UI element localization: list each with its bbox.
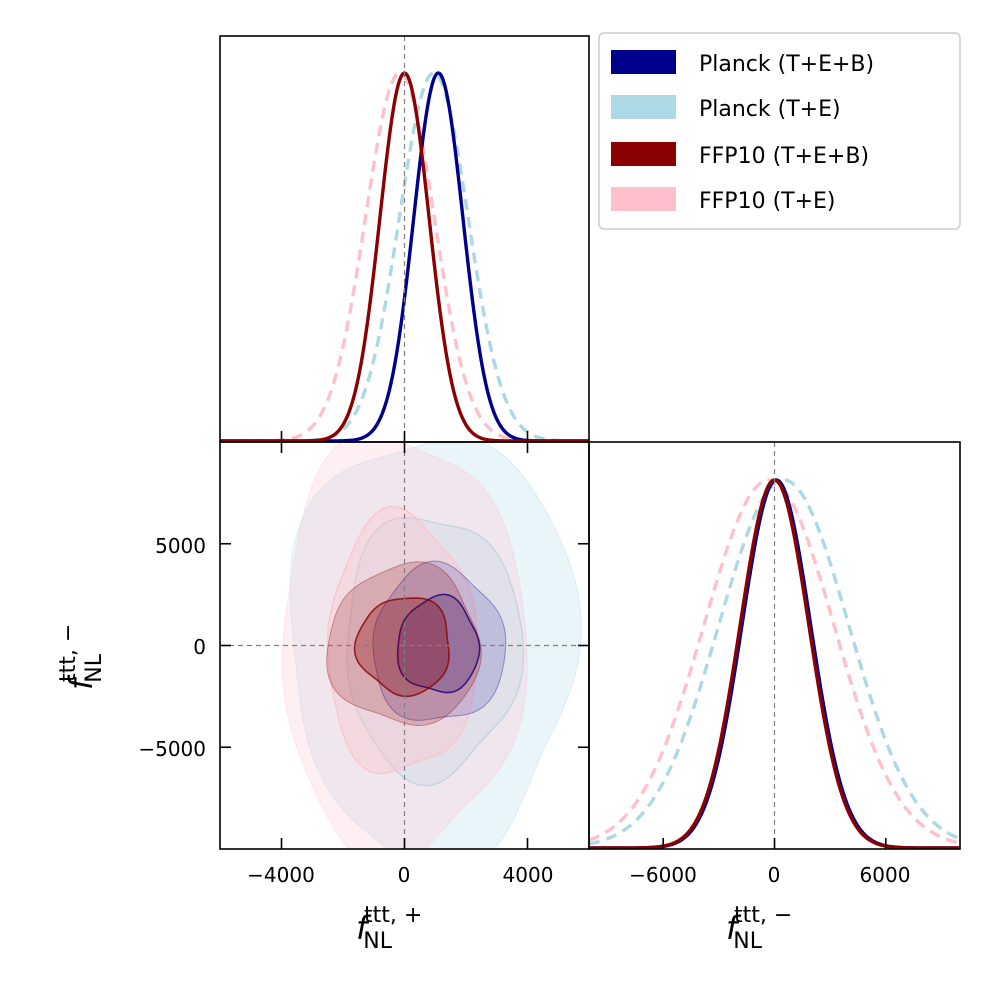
y-tick-label-2: −5000 [138, 737, 206, 761]
marginal-minus-panel [589, 442, 960, 849]
x-axis-label-plus: fNLttt, + [356, 903, 422, 954]
x-minus-tick-label-2: 6000 [860, 863, 911, 887]
x-plus-tick-label-1: 0 [398, 863, 411, 887]
contour-ffp10-t-e-b-level-1 [353, 597, 450, 698]
contour-planck-t-e-b-level-1 [396, 593, 481, 694]
legend-label-ffp10-te: FFP10 (T+E) [699, 189, 836, 214]
y-axis-label-minus: fNLttt, − [56, 624, 107, 690]
marginal-minus-curve-planck-t-e [589, 478, 960, 846]
x-minus-tick-label-0: −6000 [629, 863, 697, 887]
legend: Planck (T+E+B) Planck (T+E) FFP10 (T+E+B… [598, 32, 961, 230]
legend-label-ffp10-teb: FFP10 (T+E+B) [699, 144, 869, 169]
x-minus-tick-label-1: 0 [768, 863, 781, 887]
legend-swatch-planck-te [611, 95, 676, 119]
legend-label-planck-teb: Planck (T+E+B) [699, 52, 874, 77]
svg-text:fNLttt, −: fNLttt, − [56, 624, 107, 690]
contour-ffp10-t-e-level-1 [326, 505, 478, 775]
y-tick-label-1: 0 [193, 635, 206, 659]
joint-contour-panel [220, 442, 589, 849]
axis-ticks [220, 431, 887, 849]
marginal-plus-panel [220, 36, 589, 442]
y-tick-label-0: 5000 [155, 534, 206, 558]
x-axis-label-minus: fNLttt, − [726, 903, 792, 954]
legend-frame [598, 32, 961, 230]
legend-swatch-planck-teb [611, 50, 676, 74]
legend-swatch-ffp10-te [611, 187, 676, 211]
legend-swatch-ffp10-teb [611, 142, 676, 166]
x-plus-tick-label-0: −4000 [247, 863, 315, 887]
legend-label-planck-te: Planck (T+E) [699, 97, 841, 122]
x-plus-tick-label-2: 4000 [503, 863, 554, 887]
